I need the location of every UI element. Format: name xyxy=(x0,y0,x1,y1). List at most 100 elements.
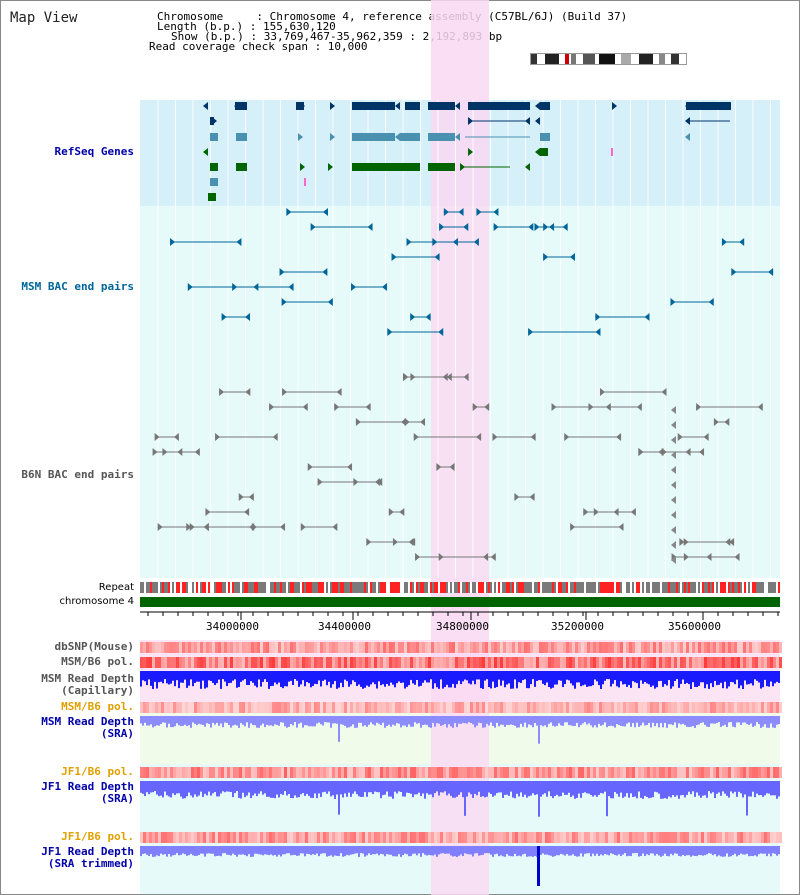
dbsnp-heat xyxy=(170,642,173,653)
msm-depth-cap-bar xyxy=(334,671,336,682)
jf1-pol-trim-heat xyxy=(383,832,386,843)
jf1-depth-bar xyxy=(286,781,288,796)
msm-pol-heat xyxy=(146,657,149,668)
label-jf1-pol-trim[interactable]: JF1/B6 pol. xyxy=(61,830,134,843)
repeat-mark xyxy=(766,582,768,593)
msm-depth-cap-bar xyxy=(750,671,752,684)
jf1-pol-trim-heat xyxy=(686,832,689,843)
jf1-pol-heat xyxy=(485,767,488,778)
msm-depth-cap-bar xyxy=(480,671,482,689)
msm-pol-heat xyxy=(773,657,776,668)
label-msm-bac[interactable]: MSM BAC end pairs xyxy=(21,280,134,293)
jf1-pol-heat xyxy=(599,767,602,778)
jf1-depth-bar xyxy=(656,781,658,793)
msm-depth-sra-bar xyxy=(570,716,572,726)
msm-depth-cap-bar xyxy=(232,671,234,681)
msm-depth-cap-bar xyxy=(674,671,676,682)
msm-depth-sra-bar xyxy=(530,716,532,726)
msm-depth-cap-bar xyxy=(608,671,610,680)
msm-pol-heat xyxy=(503,657,506,668)
label-jf1-depth-1[interactable]: JF1 Read Depth xyxy=(41,780,134,793)
jf1-pol-heat xyxy=(182,767,185,778)
jf1-depth-trim-bar xyxy=(502,846,504,857)
msm-depth-cap-bar xyxy=(506,671,508,685)
repeat-mark xyxy=(634,582,636,593)
label-jf1-pol[interactable]: JF1/B6 pol. xyxy=(61,765,134,778)
dbsnp-heat xyxy=(458,642,461,653)
jf1-depth-trim-bar xyxy=(642,846,644,854)
jf1-depth-trim-bar xyxy=(500,846,502,856)
label-msm-depth-cap-1[interactable]: MSM Read Depth xyxy=(41,672,134,685)
jf1-pol-trim-heat xyxy=(233,832,236,843)
jf1-pol-trim-heat xyxy=(521,832,524,843)
jf1-depth-trim-bar xyxy=(548,846,550,856)
msm-pol-sra-heat xyxy=(635,702,638,713)
jf1-depth-trim-bar xyxy=(416,846,418,856)
jf1-pol-heat xyxy=(341,767,344,778)
msm-depth-cap-bar xyxy=(338,671,340,688)
msm-depth-sra-bar xyxy=(216,716,218,723)
jf1-depth-trim-bar xyxy=(180,846,182,855)
jf1-depth-trim-bar xyxy=(484,846,486,854)
depth-spike xyxy=(537,846,540,886)
msm-depth-sra-bar xyxy=(408,716,410,725)
msm-depth-sra-bar xyxy=(192,716,194,723)
msm-depth-cap-bar xyxy=(648,671,650,685)
chromosome-ideogram[interactable] xyxy=(530,53,687,65)
dbsnp-heat xyxy=(533,642,536,653)
jf1-depth-bar xyxy=(494,781,496,796)
jf1-pol-trim-heat xyxy=(449,832,452,843)
jf1-pol-heat xyxy=(713,767,716,778)
label-jf1-depth-trim-1[interactable]: JF1 Read Depth xyxy=(41,845,134,858)
jf1-depth-bar xyxy=(654,781,656,792)
msm-depth-sra-bar xyxy=(472,716,474,725)
msm-depth-sra-bar xyxy=(756,716,758,723)
jf1-depth-trim-bar xyxy=(226,846,228,855)
msm-depth-sra-bar xyxy=(568,716,570,726)
repeat-mark xyxy=(700,582,702,593)
dbsnp-heat xyxy=(356,642,359,653)
label-msm-pol-sra[interactable]: MSM/B6 pol. xyxy=(61,700,134,713)
dbsnp-heat xyxy=(656,642,659,653)
msm-pol-sra-heat xyxy=(446,702,449,713)
jf1-depth-trim-bar xyxy=(424,846,426,855)
msm-depth-sra-bar xyxy=(746,716,748,725)
selection-highlight[interactable] xyxy=(431,0,489,895)
label-refseq[interactable]: RefSeq Genes xyxy=(54,145,134,158)
msm-depth-cap-bar xyxy=(766,671,768,687)
jf1-pol-trim-heat xyxy=(761,832,764,843)
label-b6n-bac[interactable]: B6N BAC end pairs xyxy=(21,468,134,481)
msm-pol-heat xyxy=(713,657,716,668)
jf1-pol-heat xyxy=(476,767,479,778)
jf1-pol-heat xyxy=(710,767,713,778)
msm-pol-sra-heat xyxy=(236,702,239,713)
jf1-depth-trim-bar xyxy=(174,846,176,855)
msm-pol-sra-heat xyxy=(242,702,245,713)
msm-pol-heat xyxy=(569,657,572,668)
label-msm-depth-sra-1[interactable]: MSM Read Depth xyxy=(41,715,134,728)
msm-pol-sra-heat xyxy=(335,702,338,713)
jf1-depth-trim-bar xyxy=(352,846,354,855)
msm-depth-sra-bar xyxy=(532,716,534,728)
jf1-depth-trim-bar xyxy=(666,846,668,857)
label-dbsnp[interactable]: dbSNP(Mouse) xyxy=(54,640,134,653)
jf1-depth-bar xyxy=(448,781,450,794)
jf1-depth-trim-bar xyxy=(694,846,696,856)
msm-pol-heat xyxy=(350,657,353,668)
dbsnp-heat xyxy=(527,642,530,653)
msm-pol-heat xyxy=(725,657,728,668)
jf1-depth-bar xyxy=(234,781,236,794)
jf1-pol-trim-heat xyxy=(284,832,287,843)
msm-pol-heat xyxy=(407,657,410,668)
msm-depth-cap-bar xyxy=(568,671,570,681)
jf1-depth-trim-bar xyxy=(590,846,592,857)
dbsnp-heat xyxy=(686,642,689,653)
jf1-depth-bar xyxy=(464,781,466,816)
label-msm-pol[interactable]: MSM/B6 pol. xyxy=(61,655,134,668)
jf1-depth-trim-bar xyxy=(272,846,274,856)
jf1-depth-trim-bar xyxy=(550,846,552,856)
msm-pol-heat xyxy=(539,657,542,668)
msm-pol-sra-heat xyxy=(287,702,290,713)
jf1-depth-trim-bar xyxy=(302,846,304,854)
